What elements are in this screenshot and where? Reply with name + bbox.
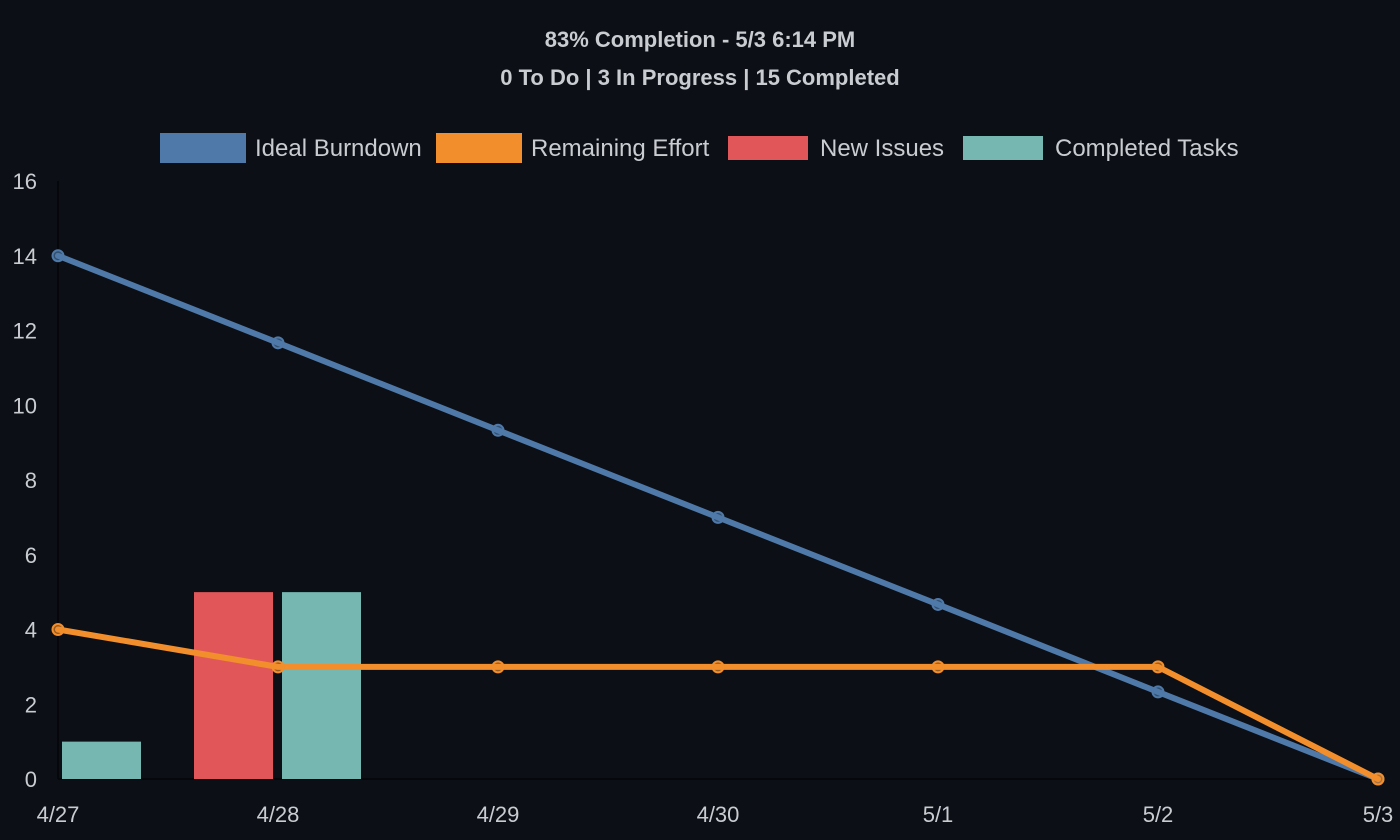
legend-label: Remaining Effort [531,135,710,162]
x-tick-label: 5/1 [923,802,954,827]
data-point[interactable] [931,660,945,674]
chart-subtitle: 0 To Do | 3 In Progress | 15 Completed [500,65,899,90]
legend-label: Completed Tasks [1055,135,1239,162]
data-point[interactable] [491,660,505,674]
x-tick-label: 4/30 [697,802,740,827]
data-point[interactable] [271,336,285,350]
legend-item[interactable]: Remaining Effort [436,133,710,163]
legend: Ideal Burndown Remaining Effort New Issues… [160,133,1239,163]
data-point[interactable] [491,423,505,437]
bar [282,592,361,779]
bar [62,741,141,779]
data-point[interactable] [711,510,725,524]
y-tick-label: 14 [13,244,37,269]
legend-label: Ideal Burndown [255,135,422,162]
data-point[interactable] [51,249,65,263]
axes: 0 2 4 6 8 10 12 14 16 4/27 4/28 4/29 4/30 5/1 5/2 5/3 [13,169,1394,827]
x-tick-label: 4/29 [477,802,520,827]
lines [51,249,1385,786]
data-point[interactable] [1151,660,1165,674]
y-tick-label: 0 [25,767,37,792]
legend-swatch [160,133,246,163]
y-tick-label: 12 [13,319,37,344]
y-tick-label: 2 [25,692,37,717]
legend-item[interactable]: Completed Tasks [963,135,1239,162]
data-point[interactable] [931,597,945,611]
legend-swatch [436,133,522,163]
y-tick-label: 8 [25,468,37,493]
data-point[interactable] [711,660,725,674]
data-point[interactable] [1151,685,1165,699]
bar [194,592,273,779]
bars [62,592,361,779]
legend-swatch [728,136,808,160]
data-point[interactable] [271,660,285,674]
y-tick-label: 6 [25,543,37,568]
y-tick-label: 10 [13,393,37,418]
chart-title: 83% Completion - 5/3 6:14 PM [545,27,856,52]
data-point[interactable] [1371,772,1385,786]
x-tick-label: 5/2 [1143,802,1174,827]
data-point[interactable] [51,623,65,636]
x-tick-label: 5/3 [1363,802,1394,827]
y-tick-label: 4 [25,618,37,643]
legend-item[interactable]: New Issues [728,135,944,162]
x-tick-label: 4/27 [37,802,80,827]
legend-swatch [963,136,1043,160]
legend-item[interactable]: Ideal Burndown [160,133,422,163]
y-tick-label: 16 [13,169,37,194]
legend-label: New Issues [820,135,944,162]
x-tick-label: 4/28 [257,802,300,827]
